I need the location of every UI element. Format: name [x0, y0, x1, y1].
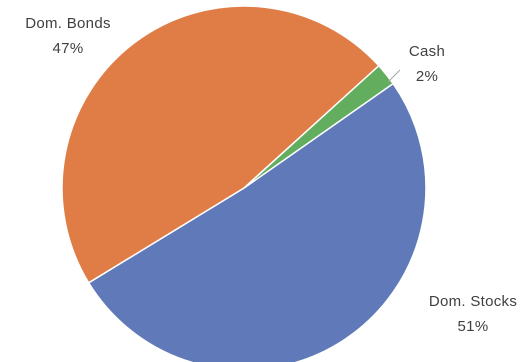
slice-label-dom-bonds-percent: 47% [53, 40, 84, 57]
slice-label-cash-name: Cash [409, 43, 445, 60]
slice-label-dom-stocks-name: Dom. Stocks [429, 293, 517, 310]
slice-label-dom-stocks-percent: 51% [458, 318, 489, 335]
slice-label-cash-percent: 2% [416, 68, 438, 85]
slice-label-dom-bonds-name: Dom. Bonds [25, 15, 111, 32]
cash-leader-line [388, 70, 400, 82]
pie-slices [62, 6, 426, 362]
